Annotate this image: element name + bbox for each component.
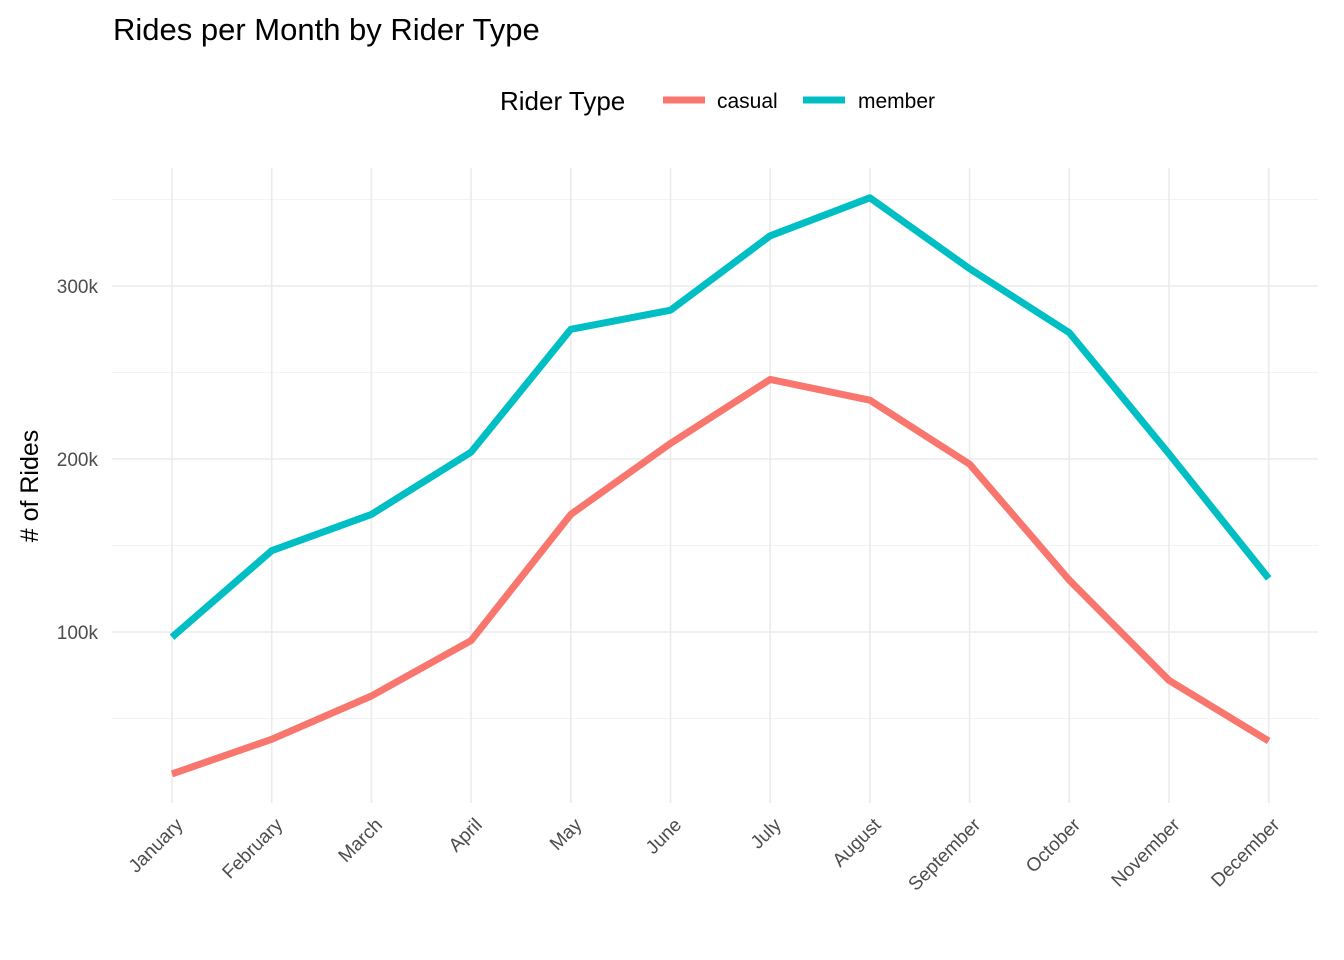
legend-label-member: member xyxy=(858,90,935,113)
legend-title: Rider Type xyxy=(500,86,625,116)
x-tick-label: November xyxy=(1108,814,1185,891)
legend: Rider Type casual member xyxy=(500,86,935,116)
y-axis-ticks: 100k 200k 300k xyxy=(57,277,99,644)
x-tick-label: May xyxy=(546,814,587,855)
x-tick-label: March xyxy=(335,815,387,867)
x-tick-label: February xyxy=(219,814,288,883)
y-tick-label: 300k xyxy=(57,277,99,298)
y-tick-label: 200k xyxy=(57,450,99,471)
x-axis-ticks: January February March April May June July Augu… xyxy=(125,814,1285,895)
y-tick-label: 100k xyxy=(57,623,99,644)
x-tick-label: September xyxy=(905,814,986,895)
series-layer xyxy=(169,194,1272,778)
chart-title: Rides per Month by Rider Type xyxy=(113,12,540,47)
x-tick-label: December xyxy=(1207,814,1284,891)
x-tick-label: January xyxy=(125,814,188,877)
y-axis-label: # of Rides xyxy=(16,430,44,543)
x-tick-label: June xyxy=(642,815,686,859)
x-tick-label: August xyxy=(829,814,886,871)
series-line-member xyxy=(169,194,1272,640)
legend-label-casual: casual xyxy=(717,90,778,113)
x-tick-label: April xyxy=(445,815,487,857)
plot-grid xyxy=(112,168,1318,803)
x-tick-label: October xyxy=(1022,814,1085,877)
series-line-casual xyxy=(170,375,1271,778)
x-tick-label: July xyxy=(747,814,786,853)
